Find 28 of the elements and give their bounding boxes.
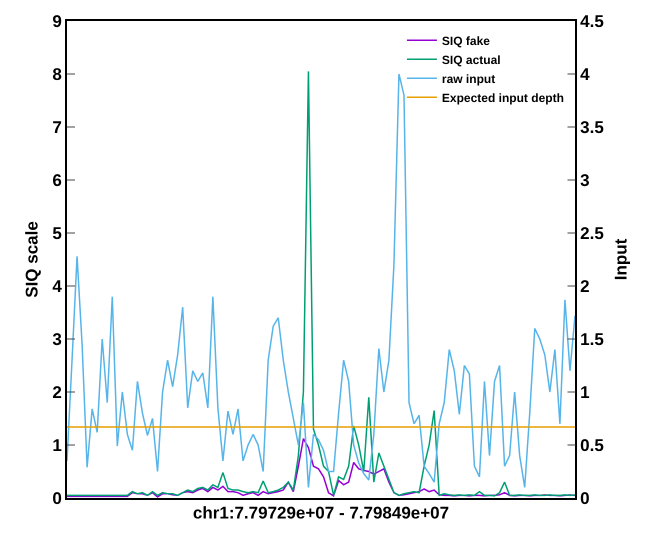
legend-label: raw input [442,72,496,86]
y2-tick-label: 3.5 [580,118,604,137]
y2-tick-label: 3 [580,170,590,190]
y-tick-label: 8 [52,64,62,84]
y-tick-label: 6 [52,170,62,190]
y-axis-title: SIQ scale [22,221,42,298]
y-tick-label: 1 [52,436,62,455]
y2-tick-label: 0.5 [580,436,604,455]
y-tick-label: 4 [52,276,62,296]
y2-axis-title: Input [612,238,631,280]
y-tick-label: 3 [52,330,62,349]
y2-tick-label: 0 [580,488,590,508]
y2-tick-label: 4 [580,64,590,84]
y-tick-label: 7 [52,118,62,137]
y2-tick-label: 4.5 [580,12,604,31]
y-tick-label: 2 [52,382,62,402]
y2-tick-label: 1 [580,382,590,402]
x-axis-title: chr1:7.79729e+07 - 7.79849e+07 [192,504,450,523]
y2-tick-label: 1.5 [580,330,604,349]
y-tick-label: 9 [52,12,62,31]
y2-tick-label: 2.5 [580,224,604,243]
y-tick-label: 5 [52,224,62,243]
y-tick-label: 0 [52,488,62,508]
legend-label: Expected input depth [442,90,564,105]
legend-label: SIQ fake [442,34,490,48]
y2-tick-label: 2 [580,276,590,296]
line-series [67,438,575,498]
legend-label: SIQ actual [442,52,501,67]
